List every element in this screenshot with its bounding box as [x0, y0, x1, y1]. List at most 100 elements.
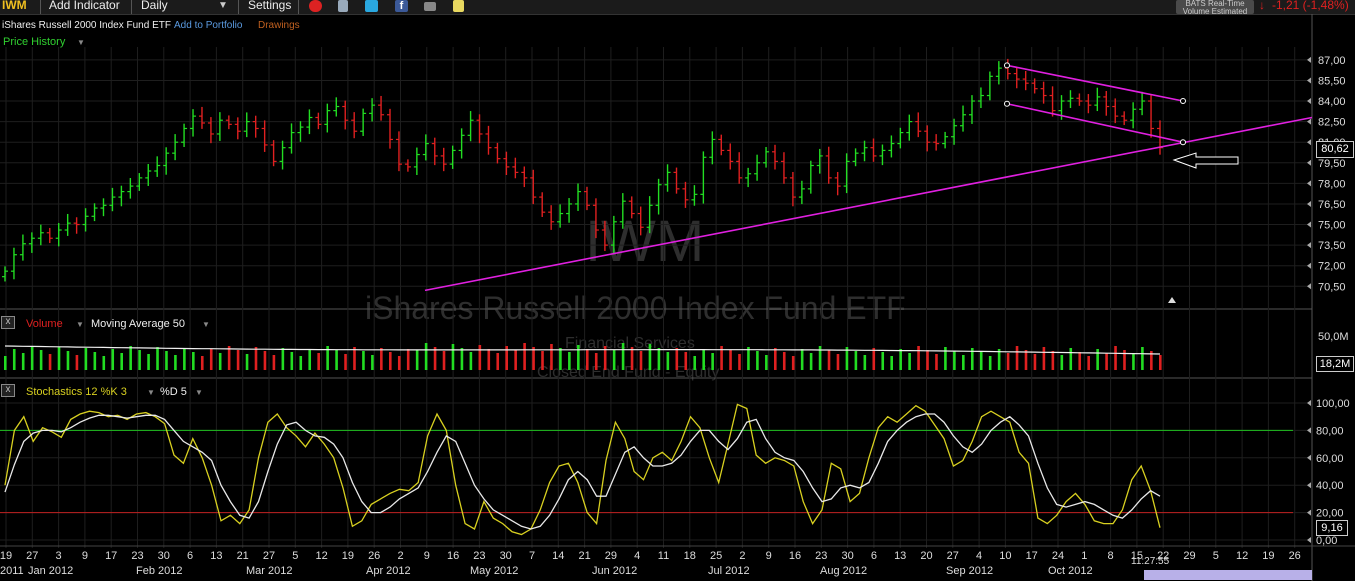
volume-bar [541, 351, 544, 370]
date-tick-label: 19 [1262, 550, 1274, 562]
price-bar [306, 109, 313, 135]
add-to-portfolio-link[interactable]: Add to Portfolio [174, 20, 243, 31]
channel-lower-line [1006, 102, 1184, 143]
price-bar [521, 166, 528, 188]
price-bar [736, 152, 743, 184]
price-bar [404, 159, 411, 172]
volume-current: 18,2M [1316, 356, 1354, 372]
volume-bar [66, 351, 70, 370]
price-bar [610, 215, 617, 255]
close-volume-icon[interactable]: x [1, 316, 15, 329]
volume-bar [997, 349, 1001, 370]
chevron-down-icon[interactable]: ▼ [147, 388, 155, 397]
volume-bar [1015, 346, 1019, 370]
volume-bar [863, 355, 867, 370]
price-bar [879, 144, 886, 166]
price-bar [816, 148, 823, 174]
volume-bar [138, 350, 141, 370]
volume-bar [747, 347, 750, 370]
chevron-down-icon[interactable]: ▼ [77, 38, 85, 47]
date-tick-label: 26 [368, 550, 380, 562]
volume-bar [532, 347, 535, 370]
volume-bar [935, 354, 938, 370]
date-tick-label: 13 [894, 550, 906, 562]
volume-bar [1051, 351, 1055, 370]
date-tick-label: 12 [1236, 550, 1248, 562]
volume-bar [236, 350, 240, 370]
toolbar-divider [298, 0, 299, 14]
date-tick-label: 6 [187, 550, 193, 562]
realtime-badge: BATS Real-Time Volume Estimated [1176, 0, 1254, 16]
price-bar [798, 180, 805, 205]
volume-bar [1141, 347, 1144, 370]
chevron-down-icon[interactable]: ▼ [195, 388, 203, 397]
camera-icon[interactable] [424, 2, 436, 11]
volume-bar [693, 356, 697, 370]
price-tick-label: 78,00 [1318, 178, 1346, 190]
volume-bar [281, 348, 285, 370]
price-bar [198, 106, 205, 129]
volume-bar [192, 352, 195, 370]
price-tick-label: 87,00 [1318, 55, 1346, 67]
volume-bar [800, 349, 804, 370]
price-bar [807, 160, 814, 194]
note-icon[interactable] [453, 0, 464, 12]
price-bar [19, 234, 26, 261]
price-bar [772, 144, 778, 170]
volume-bar [218, 353, 222, 370]
add-indicator-button[interactable]: Add Indicator [49, 0, 120, 12]
price-tick-label: 75,00 [1318, 220, 1346, 232]
price-change: -1,21 (-1,48%) [1272, 0, 1349, 12]
tick-marker [1307, 221, 1311, 228]
volume-bar [1150, 351, 1153, 370]
interval-select[interactable]: Daily [141, 0, 168, 12]
volume-bar [156, 347, 159, 370]
settings-button[interactable]: Settings [248, 0, 292, 12]
price-bar [73, 217, 80, 234]
price-bar [575, 183, 582, 211]
tick-marker [1307, 509, 1311, 516]
price-bar [995, 61, 1002, 85]
fund-name: iShares Russell 2000 Index Fund ETF [2, 20, 171, 31]
volume-bar [702, 349, 705, 370]
tick-marker [1307, 454, 1311, 461]
volume-bar [944, 347, 947, 370]
price-bar [1139, 91, 1146, 116]
symbol-input[interactable]: IWM [2, 0, 27, 12]
date-tick-label: 30 [158, 550, 170, 562]
facebook-icon[interactable]: f [395, 0, 408, 12]
twitter-icon[interactable] [365, 0, 378, 12]
volume-bar [1033, 354, 1037, 370]
volume-label[interactable]: Volume [26, 318, 63, 330]
volume-bar [317, 353, 320, 370]
scrollbar-thumb[interactable] [1144, 570, 1312, 580]
close-stochastics-icon[interactable]: x [1, 384, 15, 397]
price-bar [118, 185, 125, 207]
price-bar [548, 205, 555, 230]
price-bar [378, 95, 385, 121]
price-bar [494, 142, 501, 164]
chevron-down-icon[interactable]: ▼ [218, 0, 228, 11]
price-bar [440, 147, 447, 172]
month-label: Feb 2012 [136, 565, 182, 577]
price-bar [2, 266, 8, 282]
support-trendline [424, 116, 1313, 292]
stochastics-label[interactable]: Stochastics 12 %K 3 [26, 386, 127, 398]
price-bar [413, 147, 420, 175]
volume-bar [460, 348, 464, 370]
volume-ma-label[interactable]: Moving Average 50 [91, 318, 185, 330]
stochastics-d-label[interactable]: %D 5 [160, 386, 187, 398]
price-tick-label: 84,00 [1318, 96, 1346, 108]
alarm-icon[interactable] [309, 0, 322, 12]
price-bar [1094, 87, 1101, 112]
price-history-label[interactable]: Price History [3, 36, 66, 48]
chevron-down-icon[interactable]: ▼ [202, 320, 210, 329]
price-bar [207, 117, 214, 144]
chevron-down-icon[interactable]: ▼ [76, 320, 84, 329]
price-bar [315, 112, 322, 130]
document-icon[interactable] [338, 0, 348, 12]
drawings-link[interactable]: Drawings [258, 20, 300, 31]
stoch-tick-label: 40,00 [1316, 480, 1344, 492]
price-bar [1031, 78, 1038, 94]
